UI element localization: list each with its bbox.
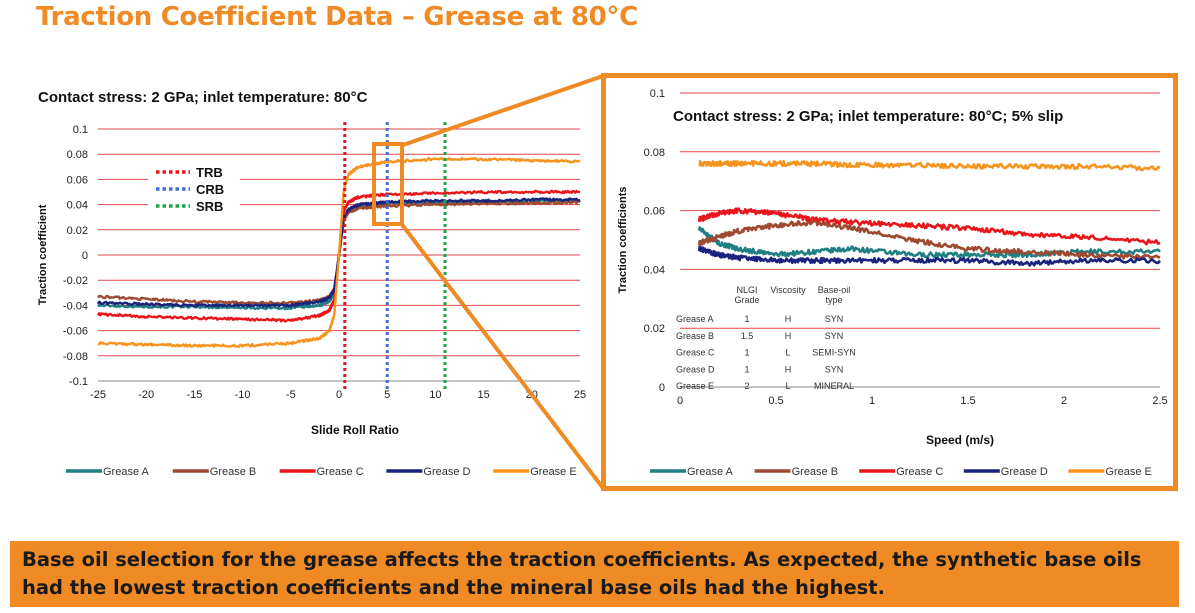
- table-cell: H: [785, 331, 792, 341]
- slide-title: Traction Coefficient Data – Grease at 80…: [36, 2, 638, 32]
- reference-legend-box: [148, 158, 240, 218]
- y-tick-label: 0.02: [67, 225, 88, 237]
- x-tick-label: -25: [90, 389, 106, 401]
- reference-legend-label: TRB: [196, 165, 223, 180]
- table-cell: H: [785, 364, 792, 374]
- series-line-grease-d: [697, 245, 1162, 267]
- series-line-grease-e: [97, 156, 581, 348]
- chart-title: Contact stress: 2 GPa; inlet temperature…: [673, 108, 1063, 125]
- legend-label: Grease A: [687, 466, 734, 478]
- legend-label: Grease A: [103, 466, 150, 478]
- x-tick-label: 0: [336, 389, 342, 401]
- x-tick-label: 20: [526, 389, 538, 401]
- legend-label: Grease E: [1105, 466, 1151, 478]
- x-tick-label: -15: [186, 389, 202, 401]
- table-header: Viscosity: [770, 285, 806, 295]
- y-tick-label: 0.04: [644, 264, 665, 276]
- y-tick-label: -0.08: [63, 351, 88, 363]
- table-header: Base-oil: [818, 285, 851, 295]
- table-cell: SEMI-SYN: [812, 348, 856, 358]
- x-tick-label: 1: [869, 395, 875, 407]
- x-axis-label: Speed (m/s): [926, 433, 994, 447]
- chart-slide-roll-ratio: Contact stress: 2 GPa; inlet temperature…: [37, 89, 586, 478]
- series-line-grease-e: [698, 160, 1161, 172]
- y-tick-label: 0.06: [644, 206, 665, 218]
- x-tick-label: 1.5: [960, 395, 975, 407]
- legend-label: Grease B: [792, 466, 838, 478]
- x-tick-label: -5: [286, 389, 296, 401]
- table-cell: SYN: [825, 314, 844, 324]
- x-tick-label: 2: [1061, 395, 1067, 407]
- reference-legend-label: CRB: [196, 182, 224, 197]
- y-tick-label: 0.1: [650, 88, 665, 100]
- table-cell: 1: [744, 348, 749, 358]
- y-tick-label: 0.1: [73, 124, 88, 136]
- table-cell: MINERAL: [814, 381, 854, 391]
- series-line-grease-b: [697, 218, 1161, 260]
- x-tick-label: 5: [384, 389, 390, 401]
- table-row-label: Grease D: [676, 364, 715, 374]
- y-tick-label: 0.08: [67, 149, 88, 161]
- x-tick-label: 0.5: [768, 395, 783, 407]
- table-cell: SYN: [825, 364, 844, 374]
- x-tick-label: 15: [477, 389, 489, 401]
- conclusion-box: Base oil selection for the grease affect…: [10, 541, 1179, 607]
- x-tick-label: -20: [138, 389, 154, 401]
- table-row-label: Grease E: [676, 381, 714, 391]
- y-tick-label: 0.02: [644, 323, 665, 335]
- y-tick-label: 0.08: [644, 147, 665, 159]
- zoom-panel: Contact stress: 2 GPa; inlet temperature…: [601, 73, 1178, 491]
- table-header: type: [825, 295, 842, 305]
- table-cell: L: [785, 381, 790, 391]
- x-tick-label: 25: [574, 389, 586, 401]
- legend-label: Grease B: [210, 466, 256, 478]
- table-row-label: Grease C: [676, 348, 715, 358]
- x-tick-label: 10: [429, 389, 441, 401]
- y-tick-label: -0.1: [69, 376, 88, 388]
- table-cell: SYN: [825, 331, 844, 341]
- y-tick-label: 0: [82, 250, 88, 262]
- x-tick-label: 0: [677, 395, 683, 407]
- y-tick-label: -0.06: [63, 326, 88, 338]
- series-line-grease-c: [697, 207, 1161, 246]
- y-tick-label: 0: [659, 382, 665, 394]
- table-cell: L: [785, 348, 790, 358]
- conclusion-text: Base oil selection for the grease affect…: [22, 548, 1142, 599]
- reference-legend-label: SRB: [196, 199, 223, 214]
- table-cell: 1: [744, 314, 749, 324]
- table-row-label: Grease B: [676, 331, 714, 341]
- table-cell: 1: [744, 364, 749, 374]
- legend-label: Grease D: [423, 466, 470, 478]
- table-cell: H: [785, 314, 792, 324]
- table-cell: 2: [744, 381, 749, 391]
- legend-label: Grease C: [896, 466, 943, 478]
- y-axis-label: Traction coefficients: [617, 187, 629, 294]
- table-header: NLGI: [736, 285, 757, 295]
- table-cell: 1.5: [741, 331, 754, 341]
- table-header: Grade: [734, 295, 759, 305]
- y-tick-label: 0.06: [67, 174, 88, 186]
- chart-speed: Contact stress: 2 GPa; inlet temperature…: [617, 88, 1168, 478]
- y-tick-label: -0.04: [63, 300, 88, 312]
- y-tick-label: 0.04: [67, 200, 88, 212]
- x-tick-label: -10: [235, 389, 251, 401]
- chart-title: Contact stress: 2 GPa; inlet temperature…: [38, 89, 368, 106]
- legend-label: Grease C: [317, 466, 364, 478]
- x-tick-label: 2.5: [1152, 395, 1167, 407]
- y-tick-label: -0.02: [63, 275, 88, 287]
- y-axis-label: Traction coefficient: [37, 204, 49, 305]
- legend-label: Grease D: [1001, 466, 1048, 478]
- legend-label: Grease E: [530, 466, 576, 478]
- table-row-label: Grease A: [676, 314, 714, 324]
- x-axis-label: Slide Roll Ratio: [311, 423, 399, 437]
